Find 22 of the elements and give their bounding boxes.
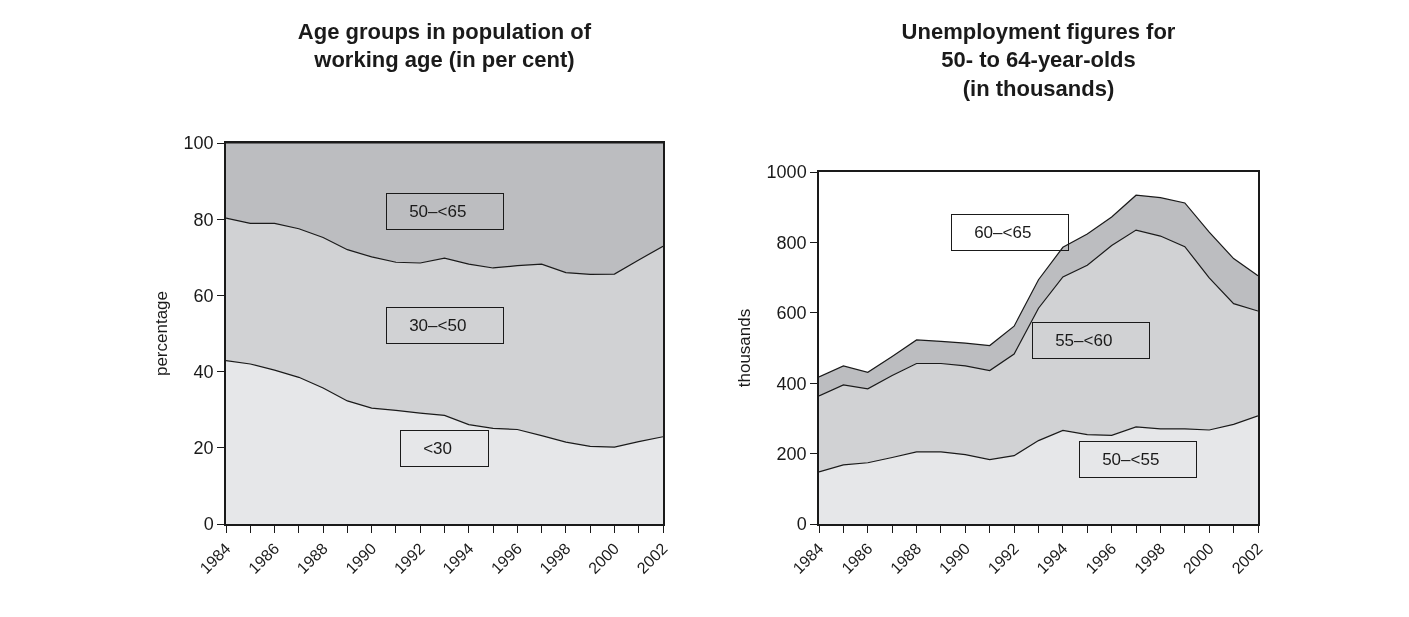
y-tick-label: 400 — [776, 373, 807, 394]
chart-title: Age groups in population of working age (in per cent) — [297, 18, 592, 73]
chart-title: Unemployment figures for 50- to 64-year-olds (in thousands) — [901, 18, 1176, 101]
y-tick-label: 0 — [203, 514, 214, 535]
y-tick-label: 0 — [796, 514, 807, 535]
series-label: 50–<55 — [1088, 450, 1188, 469]
series-label: 55–<60 — [1041, 331, 1141, 350]
y-tick-label: 20 — [193, 438, 214, 459]
y-tick-label: 600 — [776, 303, 807, 324]
series-label: 30–<50 — [395, 316, 495, 335]
y-tick-label: 1000 — [766, 162, 807, 183]
y-tick-label: 60 — [193, 285, 214, 306]
y-tick-label: 800 — [776, 232, 807, 253]
y-tick-label: 100 — [183, 133, 214, 154]
y-axis-title: thousands — [734, 308, 754, 388]
y-axis-title: percentage — [151, 290, 171, 377]
series-label: 50–<65 — [395, 202, 495, 221]
series-label: 60–<65 — [960, 223, 1060, 242]
y-tick-label: 80 — [193, 209, 214, 230]
y-tick-label: 200 — [776, 443, 807, 464]
y-tick-label: 40 — [193, 361, 214, 382]
series-label: <30 — [409, 439, 481, 458]
